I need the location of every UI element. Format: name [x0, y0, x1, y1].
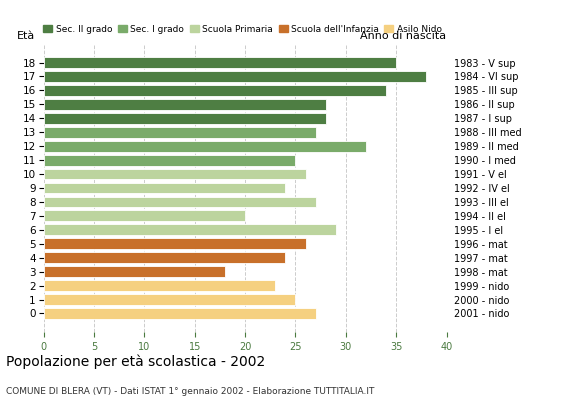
Bar — [44, 238, 306, 249]
Bar — [44, 141, 366, 152]
Bar — [44, 127, 316, 138]
Bar — [44, 182, 285, 194]
Bar — [44, 266, 225, 277]
Text: Età: Età — [17, 31, 35, 41]
Bar — [44, 99, 326, 110]
Bar — [44, 308, 316, 319]
Text: Popolazione per età scolastica - 2002: Popolazione per età scolastica - 2002 — [6, 354, 265, 369]
Bar — [44, 57, 396, 68]
Bar — [44, 113, 326, 124]
Bar — [44, 71, 426, 82]
Bar — [44, 280, 276, 291]
Bar — [44, 252, 285, 263]
Text: Anno di nascita: Anno di nascita — [361, 31, 447, 41]
Bar — [44, 210, 245, 221]
Bar — [44, 155, 295, 166]
Bar — [44, 85, 386, 96]
Bar — [44, 196, 316, 207]
Legend: Sec. II grado, Sec. I grado, Scuola Primaria, Scuola dell'Infanzia, Asilo Nido: Sec. II grado, Sec. I grado, Scuola Prim… — [44, 25, 442, 34]
Bar — [44, 224, 336, 235]
Bar — [44, 169, 306, 180]
Text: COMUNE DI BLERA (VT) - Dati ISTAT 1° gennaio 2002 - Elaborazione TUTTITALIA.IT: COMUNE DI BLERA (VT) - Dati ISTAT 1° gen… — [6, 387, 374, 396]
Bar — [44, 294, 295, 305]
